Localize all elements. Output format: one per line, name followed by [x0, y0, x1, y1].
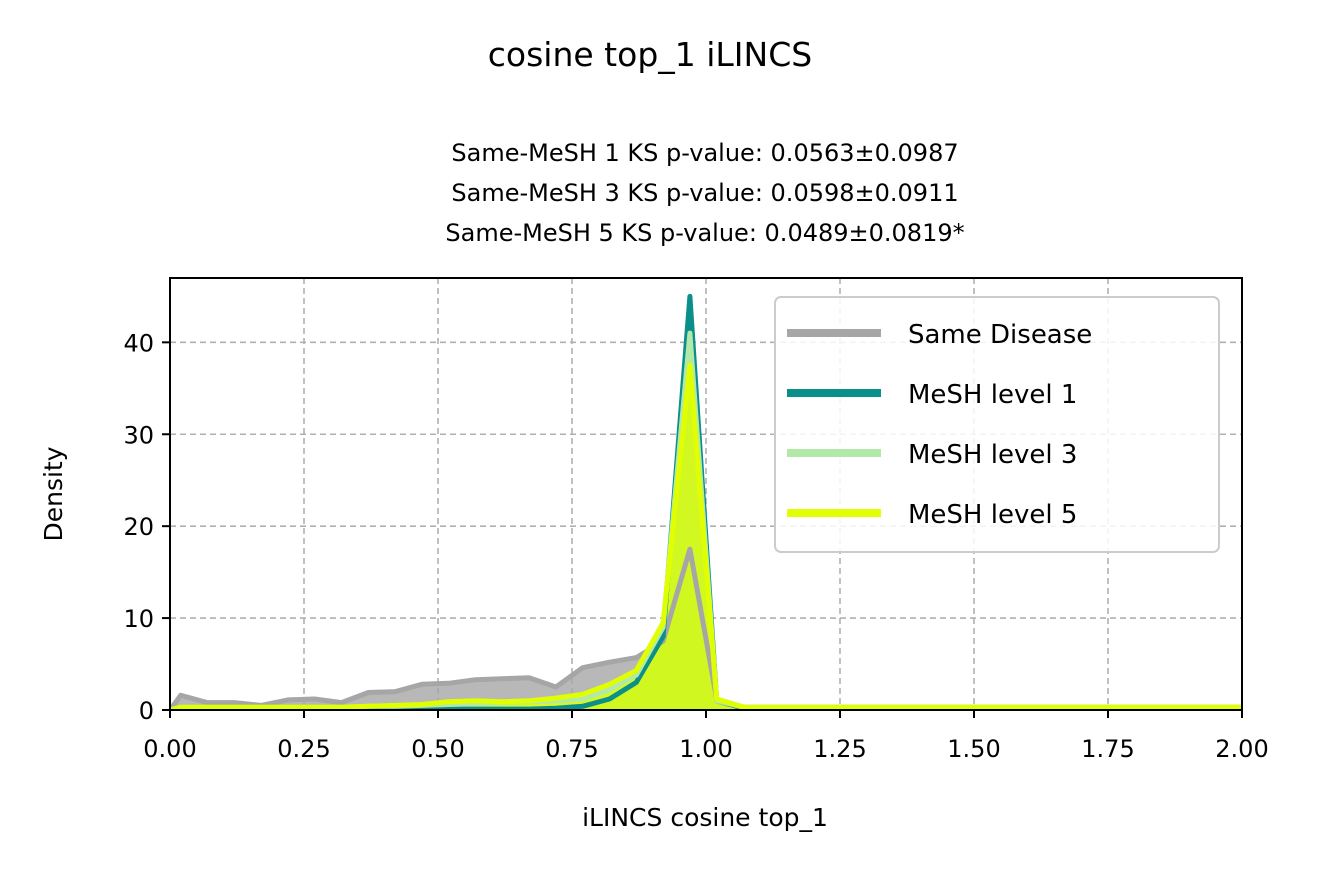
- legend-box: [774, 296, 1220, 553]
- x-tick-label-3: 0.75: [545, 735, 598, 763]
- y-tick-label-4: 40: [123, 329, 154, 357]
- chart-title-line-1: Same-MeSH 1 KS p-value: 0.0563±0.0987: [451, 139, 958, 167]
- legend-label-2: MeSH level 1: [908, 380, 1077, 410]
- series-line-4: [170, 362, 1242, 710]
- chart-suptitle: cosine top_1 iLINCS: [488, 35, 812, 74]
- x-tick-label-0: 0.00: [143, 735, 196, 763]
- x-tick-label-2: 0.50: [411, 735, 464, 763]
- x-tick-label-8: 2.00: [1215, 735, 1268, 763]
- legend: Same Disease MeSH level 1 MeSH level 3 MeSH…: [774, 296, 1220, 553]
- chart-title-line-2: Same-MeSH 3 KS p-value: 0.0598±0.0911: [451, 179, 958, 207]
- x-tick-label-4: 1.00: [679, 735, 732, 763]
- legend-label-3: MeSH level 3: [908, 440, 1077, 470]
- x-tick-label-6: 1.50: [947, 735, 1000, 763]
- x-axis-label: iLINCS cosine top_1: [582, 803, 828, 832]
- legend-label-1: Same Disease: [908, 320, 1092, 350]
- y-tick-label-2: 20: [123, 513, 154, 541]
- x-tick-label-7: 1.75: [1081, 735, 1134, 763]
- x-tick-label-5: 1.25: [813, 735, 866, 763]
- axis-ticks: 0.00 0.25 0.50 0.75 1.00 1.25 1.50 1.75 2.00 0 10 2…: [123, 329, 1268, 763]
- y-tick-label-1: 10: [123, 605, 154, 633]
- chart-title-line-3: Same-MeSH 5 KS p-value: 0.0489±0.0819*: [445, 219, 964, 247]
- x-tick-label-1: 0.25: [277, 735, 330, 763]
- y-axis-label: Density: [39, 446, 68, 541]
- y-tick-label-3: 30: [123, 421, 154, 449]
- y-tick-label-0: 0: [139, 697, 154, 725]
- legend-label-4: MeSH level 5: [908, 500, 1077, 530]
